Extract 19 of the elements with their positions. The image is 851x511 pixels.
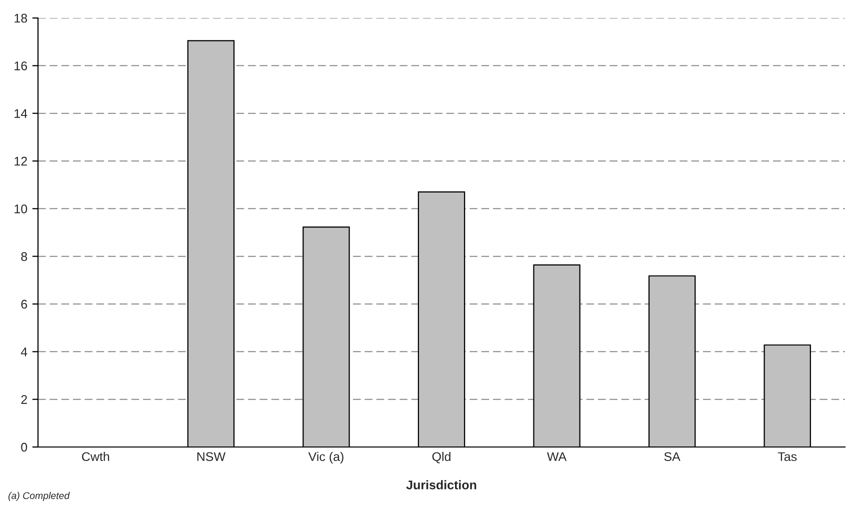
y-tick-label: 0	[21, 442, 28, 452]
x-tick-label: WA	[547, 452, 567, 461]
y-tick-label: 2	[21, 395, 27, 404]
y-tick-label: 4	[20, 348, 28, 356]
x-tick-label: NSW	[197, 452, 226, 462]
y-tick-label: 10	[14, 204, 28, 214]
y-tick-label: 16	[14, 61, 28, 70]
y-tick-label: 8	[21, 252, 28, 261]
x-tick-label: Qld	[432, 452, 450, 464]
x-tick-label: Cwth	[82, 452, 110, 462]
text: (a) Completed	[8, 492, 70, 501]
x-tick-label: Tas	[778, 452, 797, 462]
y-tick-label: 6	[21, 300, 28, 309]
x-tick-label: SA	[664, 452, 680, 462]
x-axis-title: Jurisdiction	[406, 480, 476, 490]
y-tick-label: 12	[14, 156, 27, 166]
y-tick-label: 18	[14, 14, 28, 23]
x-tick-label: Vic (a)	[308, 452, 344, 464]
y-tick-label: 14	[14, 109, 28, 118]
